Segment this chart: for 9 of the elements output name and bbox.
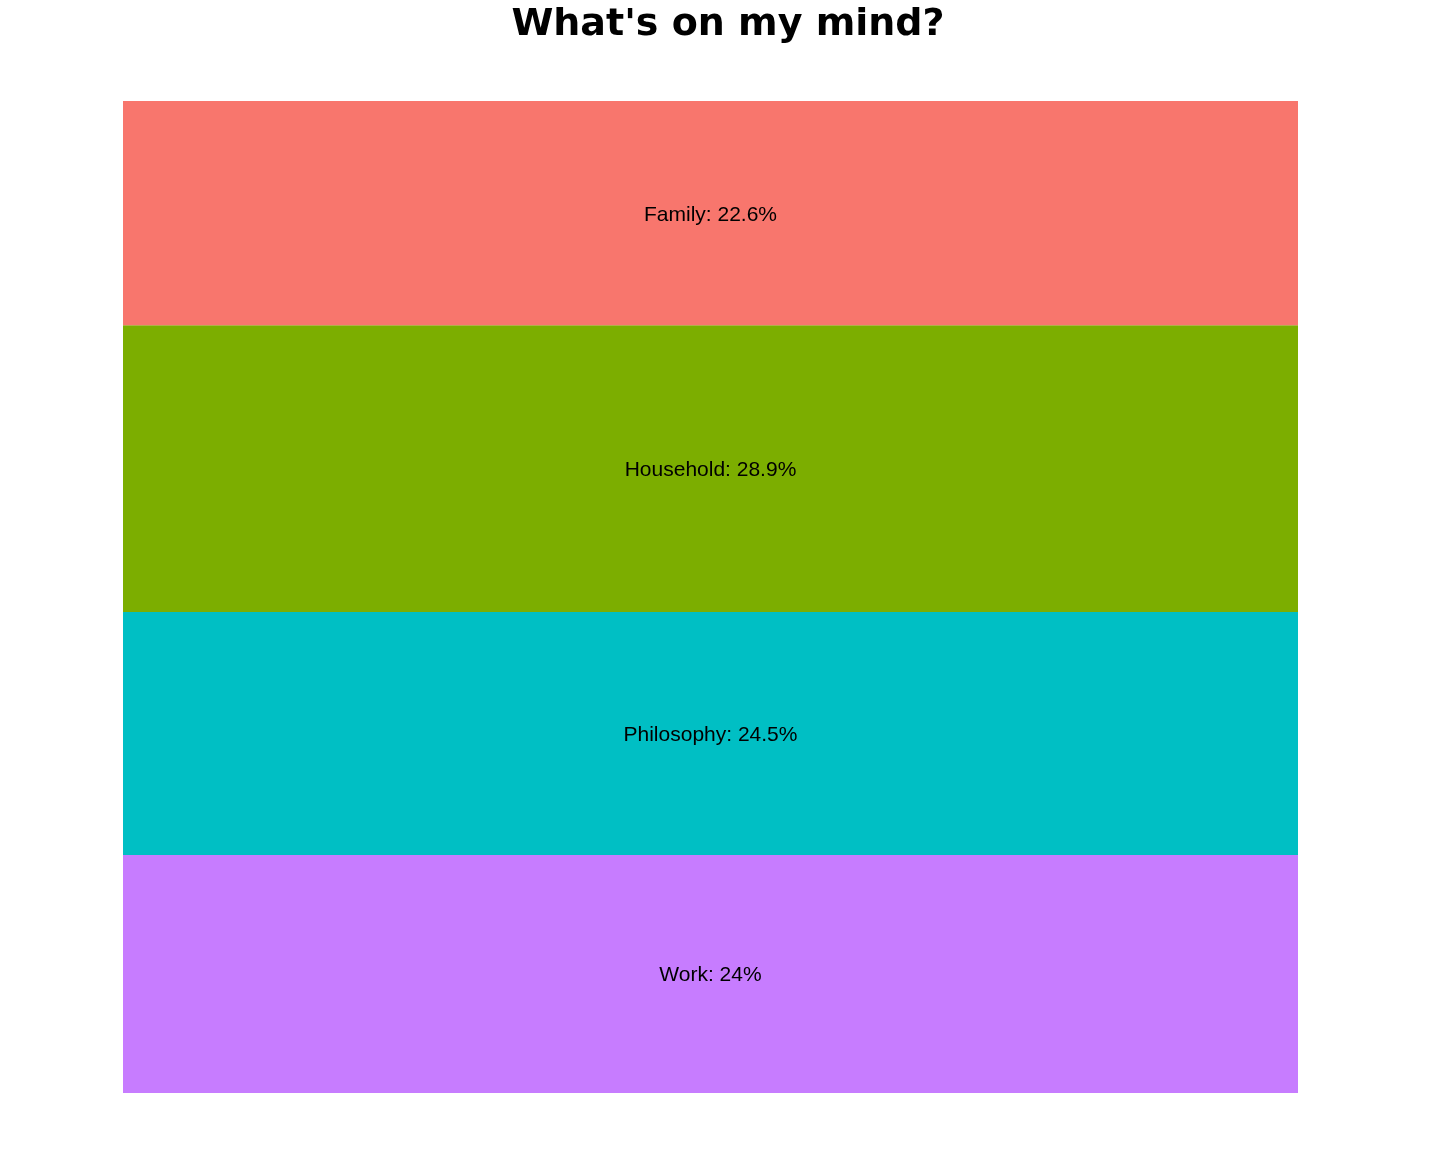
bar <box>123 325 1298 612</box>
data-label: Household: 28.9% <box>624 457 797 481</box>
bar <box>123 101 1298 326</box>
bar <box>123 611 1298 855</box>
data-label: Philosophy: 24.5% <box>623 721 798 745</box>
data-label: Family: 22.6% <box>643 201 778 225</box>
chart-title: What's on my mind? <box>510 0 946 46</box>
data-label: Work: 24% <box>659 962 762 986</box>
bar <box>123 854 1298 1093</box>
